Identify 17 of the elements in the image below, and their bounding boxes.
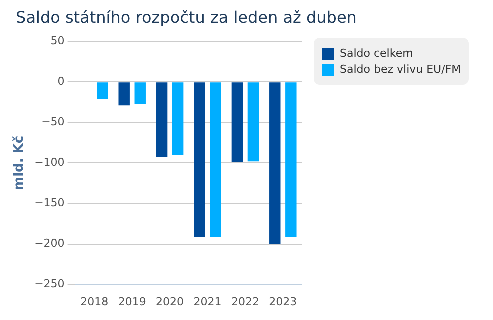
legend-label: Saldo bez vlivu EU/FM [340, 63, 462, 76]
y-axis-title: mld. Kč [12, 136, 28, 190]
y-tick-label: −250 [34, 278, 65, 291]
y-tick-label: −50 [42, 116, 65, 129]
y-tick-label: 50 [50, 34, 65, 48]
y-tick-label: −100 [34, 156, 65, 170]
y-tick-label: 0 [58, 74, 65, 88]
x-tick-label: 2020 [156, 295, 184, 308]
x-tick-label: 2021 [194, 295, 222, 308]
chart-title: Saldo státního rozpočtu za leden až duben [15, 8, 358, 29]
y-tick-label: −150 [34, 196, 65, 210]
x-tick-label: 2018 [80, 295, 109, 308]
y-tick-label: −200 [34, 237, 65, 250]
legend-label: Saldo celkem [340, 47, 414, 60]
x-tick-label: 2023 [269, 295, 298, 308]
x-tick-label: 2022 [231, 295, 260, 308]
x-tick-label: 2019 [118, 295, 146, 308]
